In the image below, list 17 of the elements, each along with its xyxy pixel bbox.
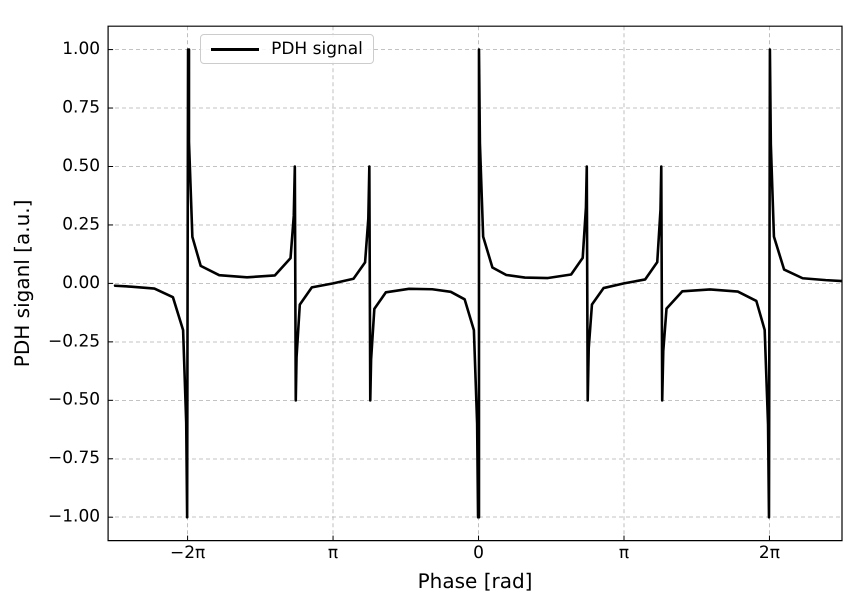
x-tick-label: π: [328, 543, 338, 564]
x-tick-label: −2π: [170, 543, 206, 564]
x-tick-label: 0: [473, 543, 484, 564]
x-tick-label: π: [618, 543, 630, 564]
y-tick-label: −0.25: [48, 331, 100, 352]
y-tick-label: −0.75: [48, 448, 100, 468]
y-tick-label: 0.00: [62, 272, 100, 293]
y-tick-label: −1.00: [48, 506, 100, 527]
x-axis-title: Phase [rad]: [418, 569, 532, 594]
x-tick-label: 2π: [758, 543, 780, 564]
y-tick-label: −0.50: [48, 390, 100, 410]
y-axis-title: PDH siganl [a.u.]: [10, 200, 34, 368]
y-tick-label: 0.75: [62, 97, 100, 118]
legend-label: PDH signal: [271, 39, 363, 60]
y-tick-label: 0.50: [62, 156, 100, 176]
y-tick-label: 0.25: [62, 214, 100, 234]
y-tick-label: 1.00: [62, 39, 100, 60]
